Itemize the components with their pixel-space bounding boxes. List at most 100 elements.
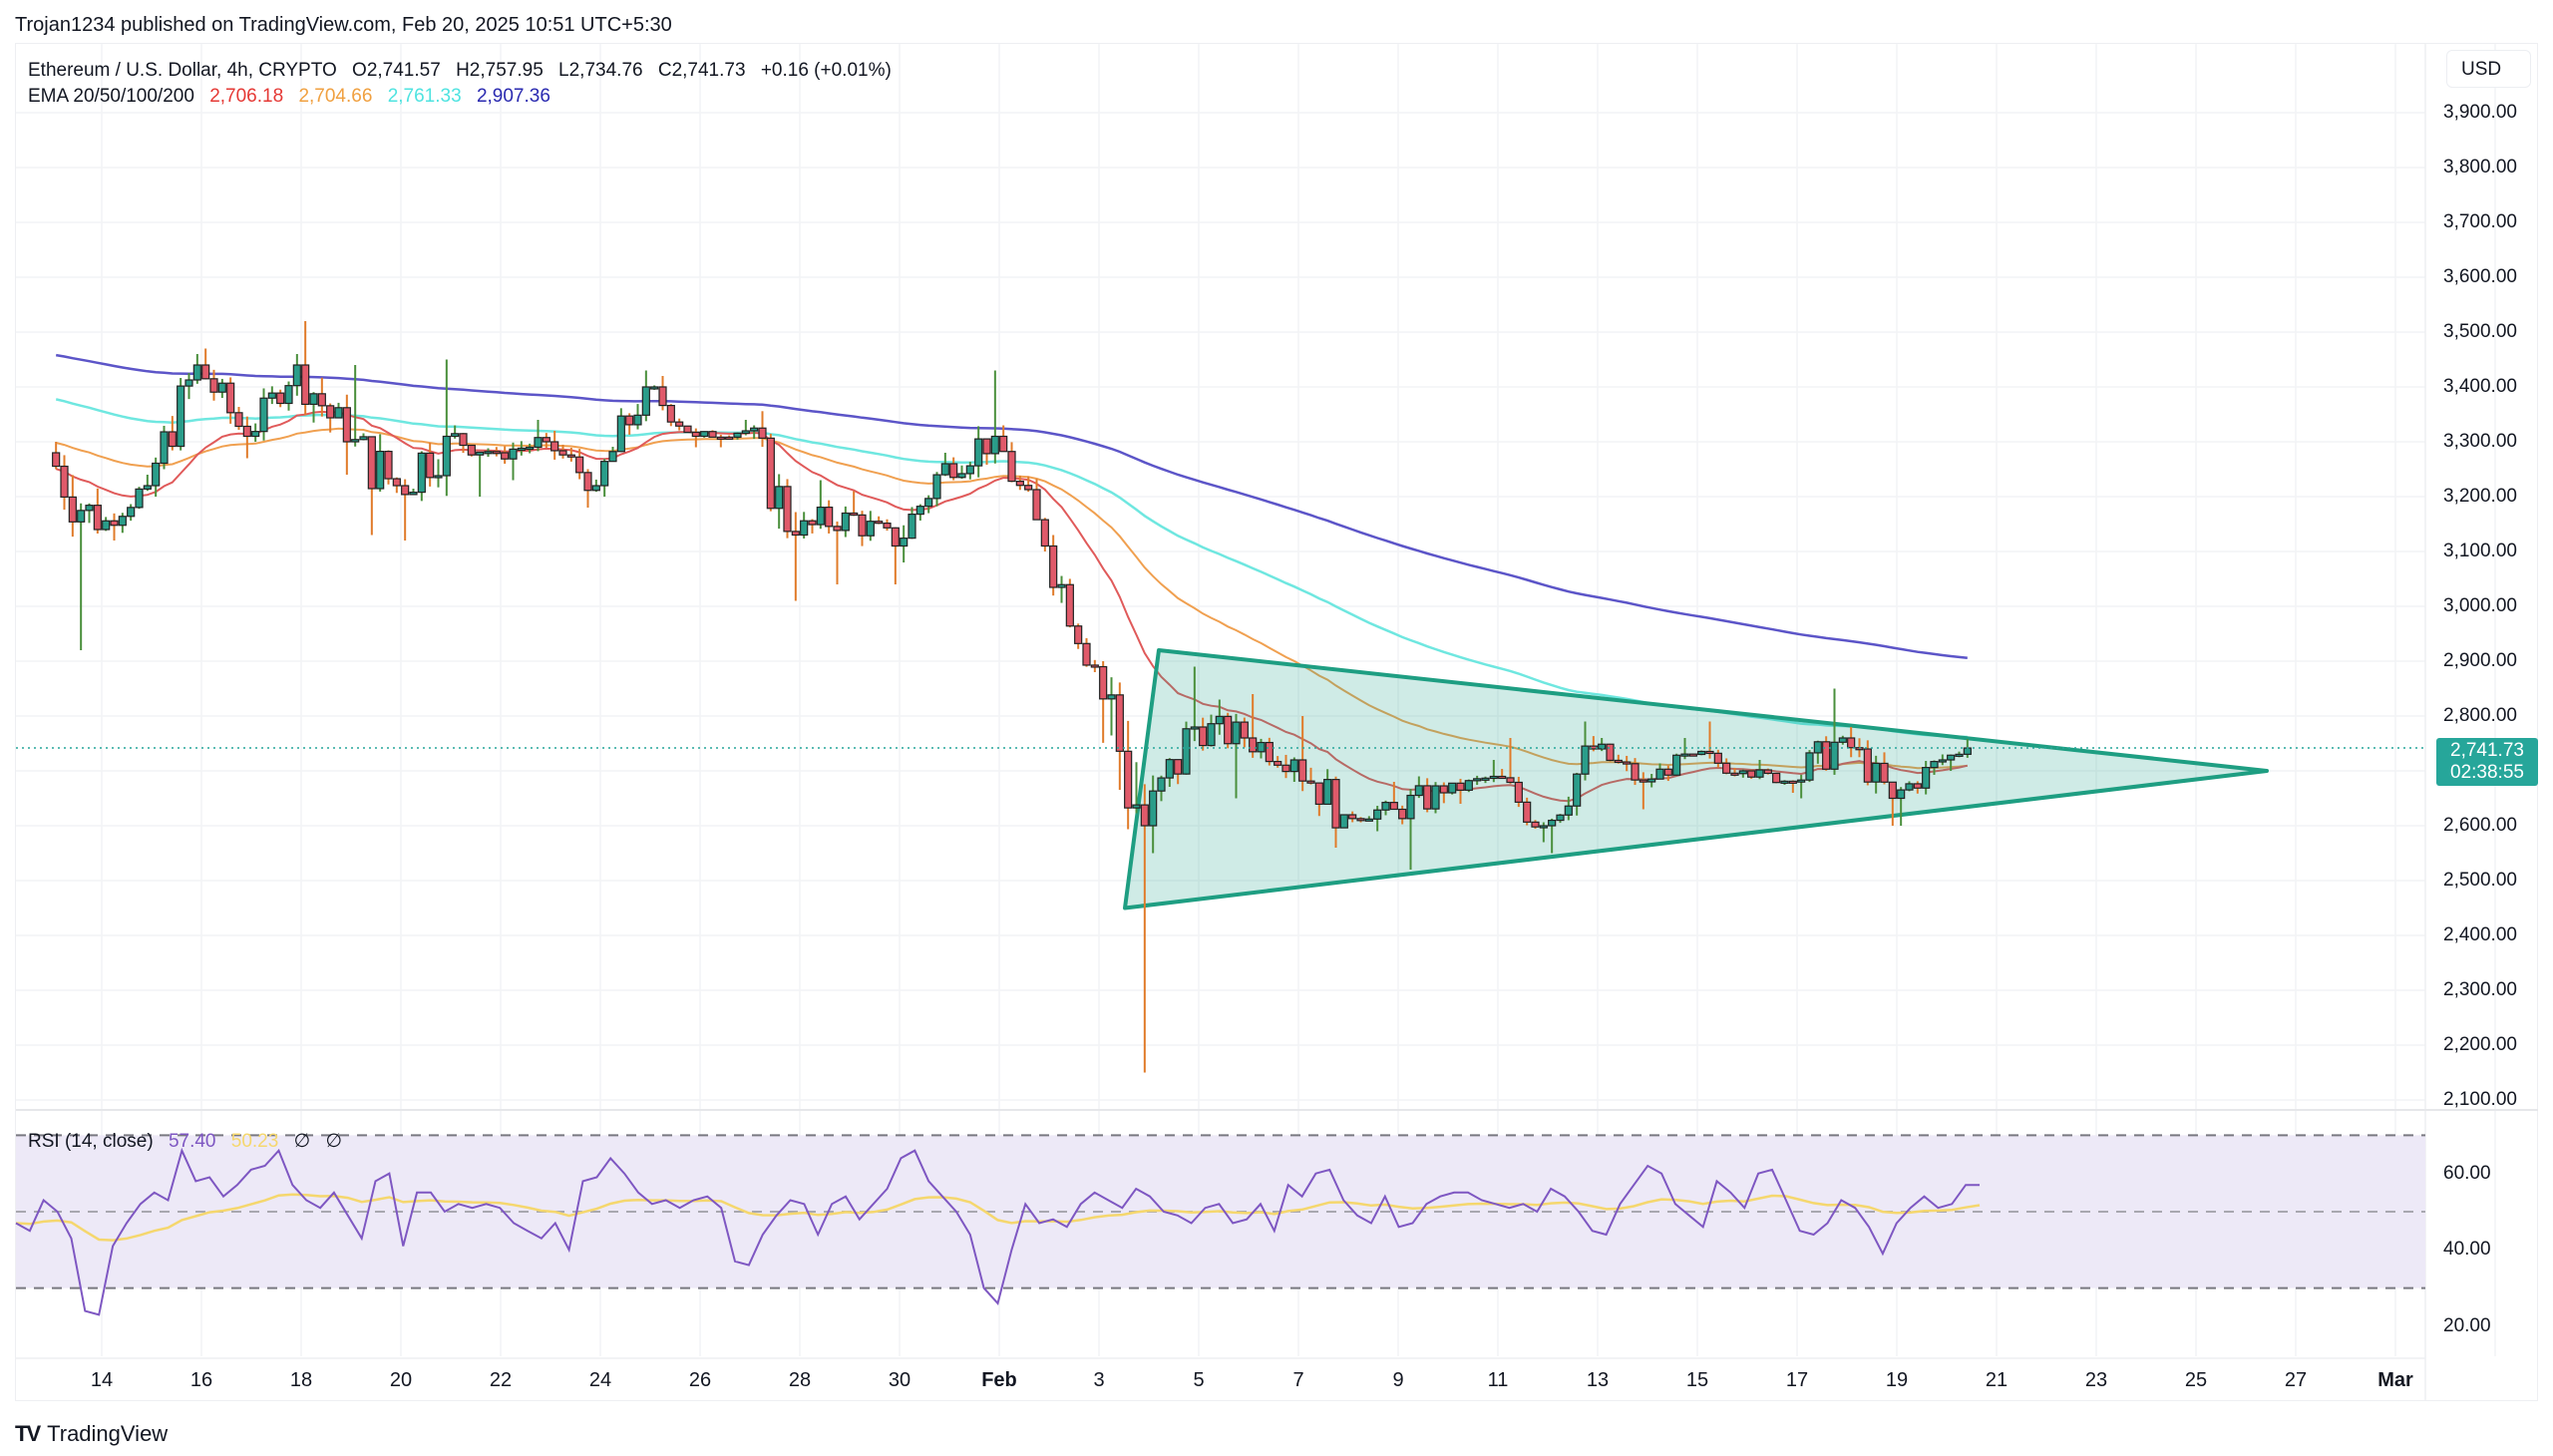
price-tick: 3,200.00 xyxy=(2443,486,2517,507)
ohlc-open: O2,741.57 xyxy=(352,60,441,81)
candle-body xyxy=(1730,772,1739,776)
candle-body xyxy=(915,506,924,516)
candle-body xyxy=(484,451,493,455)
candle-body xyxy=(276,392,285,405)
candle-body xyxy=(201,364,210,380)
ema-label[interactable]: EMA 20/50/100/200 xyxy=(28,86,194,107)
candle-body xyxy=(1082,642,1091,666)
candle-body xyxy=(1655,768,1664,780)
candle-body xyxy=(118,516,127,527)
rsi-label[interactable]: RSI (14, close) xyxy=(28,1131,154,1152)
price-tick: 2,500.00 xyxy=(2443,870,2517,891)
candle-body xyxy=(1780,780,1789,784)
candle-body xyxy=(110,520,119,527)
time-tick: 11 xyxy=(1487,1369,1509,1391)
currency-button[interactable]: USD xyxy=(2446,50,2531,88)
candle-body xyxy=(334,407,343,419)
candle-body xyxy=(509,448,518,460)
rsi-extra-1: ∅ xyxy=(293,1131,311,1152)
candle-body xyxy=(741,430,750,435)
candle-body xyxy=(317,393,326,407)
candle-body xyxy=(999,435,1008,453)
candle-body xyxy=(675,421,684,427)
candle-body xyxy=(1955,753,1964,757)
candle-body xyxy=(1963,747,1972,755)
candle-body xyxy=(459,433,468,447)
time-tick: 16 xyxy=(189,1369,213,1391)
candle-body xyxy=(1498,775,1507,780)
candle-body xyxy=(566,454,575,458)
time-tick: 7 xyxy=(1292,1369,1304,1391)
candle-body xyxy=(591,485,600,492)
candle-body xyxy=(766,437,775,510)
candle-body xyxy=(650,386,659,390)
candle-body xyxy=(1306,780,1315,784)
candle-body xyxy=(1132,804,1141,809)
symbol-name[interactable]: Ethereum / U.S. Dollar, 4h, CRYPTO xyxy=(28,60,337,81)
candle-body xyxy=(1464,780,1473,791)
candle-body xyxy=(1015,480,1024,487)
candle-body xyxy=(517,447,526,451)
candle-body xyxy=(1364,818,1373,822)
candle-body xyxy=(267,392,276,399)
tradingview-wordmark: TradingView xyxy=(47,1421,169,1446)
candle-body xyxy=(1040,519,1049,547)
time-tick: 15 xyxy=(1685,1369,1709,1391)
candle-body xyxy=(1431,785,1440,810)
candle-body xyxy=(808,520,817,526)
candle-body xyxy=(1174,759,1183,775)
ema200-line xyxy=(55,353,1968,660)
candle-body xyxy=(1099,665,1108,700)
candle-body xyxy=(1456,782,1465,791)
candle-body xyxy=(1838,737,1847,743)
rsi-legend: RSI (14, close) 57.40 50.23 ∅ ∅ xyxy=(28,1130,352,1153)
candle-body xyxy=(476,451,485,456)
price-tick: 2,100.00 xyxy=(2443,1089,2517,1110)
candle-body xyxy=(1631,763,1640,781)
candle-body xyxy=(1947,754,1956,761)
candle-body xyxy=(534,437,543,449)
candle-body xyxy=(1356,818,1365,822)
time-tick: Feb xyxy=(981,1369,1017,1391)
candle-body xyxy=(60,465,69,498)
candle-body xyxy=(326,405,335,419)
candle-body xyxy=(1922,767,1931,789)
price-tick: 3,700.00 xyxy=(2443,211,2517,232)
price-tick: 3,400.00 xyxy=(2443,376,2517,397)
time-tick: 24 xyxy=(588,1369,612,1391)
candle-body xyxy=(1065,583,1074,627)
candle-body xyxy=(292,364,301,387)
candle-body xyxy=(1074,625,1083,644)
price-tick: 3,300.00 xyxy=(2443,431,2517,452)
candle-body xyxy=(1705,750,1714,755)
candle-body xyxy=(1623,761,1632,765)
last-price: 2,741.73 xyxy=(2450,740,2524,761)
candle-body xyxy=(957,473,966,479)
candle-body xyxy=(1257,741,1266,753)
candle-body xyxy=(192,364,201,381)
candle-body xyxy=(1423,785,1432,810)
candle-body xyxy=(1688,753,1697,757)
candle-body xyxy=(143,485,152,490)
candle-body xyxy=(841,512,850,532)
candle-body xyxy=(1872,762,1881,783)
candle-body xyxy=(1797,779,1806,783)
candle-body xyxy=(1847,737,1856,749)
candle-body xyxy=(426,452,435,479)
candle-body xyxy=(1830,741,1839,770)
tradingview-logo[interactable]: TV TradingView xyxy=(15,1421,168,1447)
time-tick: 18 xyxy=(289,1369,313,1391)
candle-body xyxy=(401,485,410,496)
candle-body xyxy=(1140,804,1149,827)
candle-body xyxy=(1281,764,1290,773)
candle-body xyxy=(168,431,177,448)
candle-body xyxy=(367,436,376,490)
candle-body xyxy=(1024,485,1033,491)
ohlc-close: C2,741.73 xyxy=(657,60,746,81)
rsi-line xyxy=(15,1147,1980,1316)
candle-body xyxy=(1149,790,1158,827)
candle-body xyxy=(1240,721,1249,739)
candle-body xyxy=(1124,750,1133,809)
ohlc-low: L2,734.76 xyxy=(558,60,643,81)
